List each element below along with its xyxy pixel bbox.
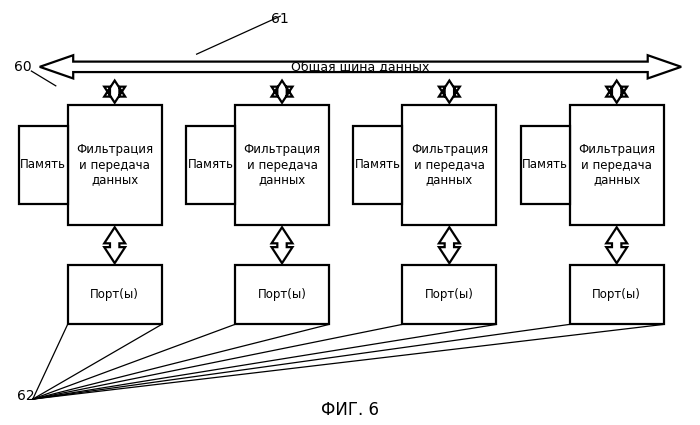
- FancyBboxPatch shape: [570, 105, 664, 225]
- Polygon shape: [104, 81, 125, 103]
- FancyBboxPatch shape: [186, 126, 235, 204]
- Polygon shape: [606, 81, 627, 103]
- Polygon shape: [439, 81, 460, 103]
- Polygon shape: [606, 227, 627, 263]
- Text: Общая шина данных: Общая шина данных: [291, 60, 430, 74]
- Text: Порт(ы): Порт(ы): [592, 288, 641, 301]
- Text: Фильтрация
и передача
данных: Фильтрация и передача данных: [76, 144, 153, 187]
- Text: Фильтрация
и передача
данных: Фильтрация и передача данных: [578, 144, 655, 187]
- Text: ФИГ. 6: ФИГ. 6: [321, 401, 379, 419]
- Text: Память: Память: [20, 159, 66, 172]
- Polygon shape: [439, 227, 460, 263]
- Polygon shape: [104, 227, 125, 263]
- Text: 61: 61: [272, 12, 289, 26]
- Text: Порт(ы): Порт(ы): [90, 288, 139, 301]
- FancyBboxPatch shape: [402, 265, 496, 324]
- Text: Порт(ы): Порт(ы): [425, 288, 474, 301]
- FancyBboxPatch shape: [235, 265, 329, 324]
- FancyBboxPatch shape: [19, 126, 68, 204]
- Text: Фильтрация
и передача
данных: Фильтрация и передача данных: [244, 144, 321, 187]
- FancyBboxPatch shape: [68, 105, 162, 225]
- Text: 60: 60: [14, 60, 32, 74]
- Polygon shape: [272, 81, 293, 103]
- Text: Память: Память: [188, 159, 234, 172]
- Polygon shape: [272, 227, 293, 263]
- FancyBboxPatch shape: [354, 126, 402, 204]
- Text: Память: Память: [522, 159, 568, 172]
- FancyBboxPatch shape: [570, 265, 664, 324]
- FancyBboxPatch shape: [521, 126, 570, 204]
- Polygon shape: [40, 55, 681, 79]
- Text: Фильтрация
и передача
данных: Фильтрация и передача данных: [411, 144, 488, 187]
- FancyBboxPatch shape: [235, 105, 329, 225]
- Text: Порт(ы): Порт(ы): [258, 288, 307, 301]
- Text: 62: 62: [17, 389, 34, 403]
- FancyBboxPatch shape: [402, 105, 496, 225]
- FancyBboxPatch shape: [68, 265, 162, 324]
- Text: Память: Память: [355, 159, 401, 172]
